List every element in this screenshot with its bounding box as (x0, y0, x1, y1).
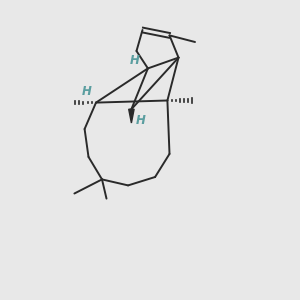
Text: H: H (130, 53, 140, 67)
Text: H: H (136, 113, 145, 127)
Polygon shape (129, 109, 134, 123)
Text: H: H (82, 85, 92, 98)
